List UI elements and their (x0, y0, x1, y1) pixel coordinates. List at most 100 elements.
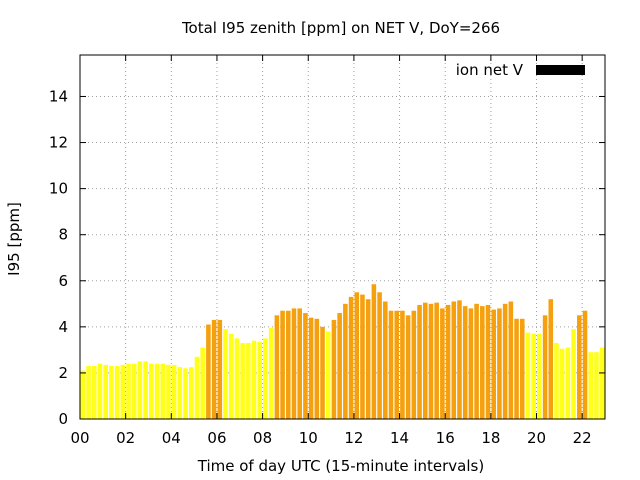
bar (251, 340, 257, 419)
bar (314, 318, 320, 419)
bar (114, 366, 120, 419)
x-tick-label: 18 (481, 429, 500, 447)
bar (531, 333, 536, 419)
bar (331, 319, 337, 419)
bar (257, 341, 263, 419)
bar (537, 333, 542, 419)
x-tick-label: 12 (344, 429, 363, 447)
bar (588, 352, 594, 419)
bar (417, 304, 422, 419)
bar (120, 364, 126, 419)
chart-title: Total I95 zenith [ppm] on NET V, DoY=266 (181, 19, 500, 37)
bar (525, 332, 531, 419)
x-tick-label: 20 (527, 429, 546, 447)
bar (582, 310, 588, 419)
bar (103, 364, 108, 419)
bar (194, 356, 200, 419)
y-axis-label: I95 [ppm] (5, 202, 23, 276)
bar (571, 329, 576, 419)
bar (383, 301, 388, 419)
bar (86, 366, 91, 419)
bar (263, 338, 268, 419)
bar (171, 364, 177, 419)
bar (200, 347, 205, 419)
bar (286, 310, 291, 419)
bar (297, 308, 302, 419)
bar (434, 302, 439, 419)
bar (371, 284, 377, 419)
bar (428, 303, 434, 419)
legend-label: ion net V (456, 61, 524, 79)
bar (91, 366, 97, 419)
bar (411, 310, 417, 419)
y-tick-label: 2 (58, 364, 68, 382)
bar (422, 302, 428, 419)
y-tick-label: 0 (58, 410, 68, 428)
x-tick-label: 04 (162, 429, 181, 447)
bar (109, 366, 114, 419)
x-tick-label: 02 (116, 429, 135, 447)
bar (405, 315, 411, 419)
bar (149, 363, 154, 419)
bar (308, 317, 314, 419)
x-tick-label: 10 (299, 429, 318, 447)
bar (228, 333, 234, 419)
bar (577, 315, 582, 419)
bar (291, 308, 297, 419)
y-tick-label: 12 (49, 134, 68, 152)
x-tick-label: 08 (253, 429, 272, 447)
bar (497, 308, 502, 419)
bar (183, 368, 188, 419)
bar (320, 326, 325, 419)
legend-swatch (536, 65, 585, 75)
bar (440, 308, 445, 419)
bar (599, 347, 605, 419)
bar (240, 342, 245, 419)
bar (343, 303, 348, 419)
bar (400, 310, 405, 419)
bar (394, 310, 399, 419)
bar (274, 315, 280, 419)
bar (80, 370, 86, 419)
bar (451, 301, 457, 419)
bar (126, 363, 131, 419)
bar (211, 319, 217, 419)
bar (223, 329, 228, 419)
bar (246, 342, 251, 419)
y-tick-label: 14 (49, 87, 68, 105)
bar (131, 363, 137, 419)
bar (337, 313, 342, 419)
bar (234, 338, 240, 419)
bar (485, 304, 491, 419)
x-tick-label: 14 (390, 429, 409, 447)
x-axis-label: Time of day UTC (15-minute intervals) (197, 457, 484, 475)
bar (548, 299, 554, 419)
bar (354, 292, 360, 419)
bar (457, 300, 462, 419)
bar (365, 299, 371, 419)
bar (468, 308, 474, 419)
grid (80, 55, 605, 419)
bar (188, 367, 194, 419)
y-tick-label: 4 (58, 318, 68, 336)
bar (508, 301, 514, 419)
bar (303, 313, 308, 419)
bar (445, 304, 451, 419)
bar (594, 352, 599, 419)
bar (388, 310, 394, 419)
bar (554, 342, 559, 419)
bar (377, 292, 382, 419)
x-tick-label: 16 (436, 429, 455, 447)
bar (217, 319, 223, 419)
bar (514, 318, 519, 419)
bar (565, 347, 571, 419)
bar (97, 363, 103, 419)
bar (542, 315, 548, 419)
bar (137, 361, 143, 419)
bar (360, 294, 365, 419)
bars (80, 284, 605, 419)
x-tick-label: 00 (70, 429, 89, 447)
plot-frame (79, 54, 606, 420)
